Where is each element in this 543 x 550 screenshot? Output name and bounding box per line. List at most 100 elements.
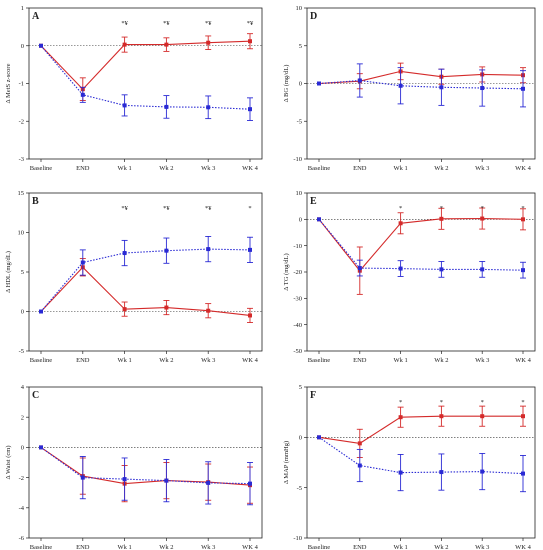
series-red [317,207,526,295]
data-point [39,309,43,314]
data-point [480,267,485,272]
y-tick-label: -50 [293,348,302,355]
data-point [122,477,127,482]
x-tick-label: Wk 2 [159,544,173,550]
x-tick-label: Wk 3 [475,165,489,172]
x-tick-label: Wk 2 [434,544,448,550]
data-point [248,313,252,318]
y-axis-label: Δ BG (mg/dL) [283,65,290,103]
data-point [317,81,321,86]
x-tick-label: Wk 1 [393,544,407,550]
data-point [80,260,85,265]
series-line [318,415,523,444]
significance-marker: * [399,399,402,406]
y-tick-label: -5 [297,118,302,125]
data-point [164,248,169,253]
x-tick-label: Wk 1 [117,165,131,172]
significance-marker: * [481,205,484,212]
x-tick-label: END [353,544,367,550]
data-point [39,43,43,48]
y-tick-label: -1 [19,81,24,88]
data-point [480,469,485,474]
x-tick-label: Wk 1 [393,165,407,172]
data-point [122,42,127,47]
x-tick-label: Wk 2 [434,165,448,172]
panel-e: E -50 -40 -30 -20 -10 0 10 Δ TG (mg/dL) Baseline E… [283,190,536,364]
y-tick-label: -2 [19,475,24,482]
series-red [317,405,526,458]
x-tick-label: Baseline [30,165,52,172]
x-tick-label: Baseline [308,357,330,364]
series-blue [317,435,526,493]
significance-marker: *¥ [121,20,128,27]
x-tick-label: END [353,165,367,172]
data-point [206,247,211,252]
series-red [39,258,253,324]
x-tick-label: Wk 1 [117,544,131,550]
y-tick-label: 2 [21,414,24,421]
x-tick-label: Wk 3 [475,357,489,364]
data-point [164,104,169,109]
data-point [521,217,525,222]
panel-letter: B [32,196,39,207]
y-tick-label: -5 [297,485,302,492]
data-point [206,40,211,45]
data-point [521,86,525,91]
y-tick-label: -20 [293,269,302,276]
x-tick-label: Wk 1 [393,357,407,364]
data-point [439,470,444,475]
x-tick-label: END [353,357,367,364]
y-tick-label: 0 [21,445,24,452]
data-point [122,251,127,256]
y-tick-label: -10 [293,535,302,542]
data-point [398,221,403,226]
data-point [521,471,525,476]
panel-f: F -10 -5 0 5 Δ MAP (mmHg) Baseline END Wk 1 Wk 2 W… [283,384,536,550]
significance-marker: * [248,205,251,212]
significance-marker: * [399,205,402,212]
x-tick-label: WK 4 [242,544,258,550]
x-tick-label: END [76,165,90,172]
y-tick-label: 0 [21,43,24,50]
y-tick-label: -10 [293,156,302,163]
data-point [357,463,362,468]
x-tick-label: Baseline [308,544,330,550]
panel-letter: A [32,11,40,22]
plot-frame [306,386,536,539]
data-point [357,78,362,83]
series-blue [317,63,526,108]
y-tick-label: 10 [18,230,25,237]
panel-b: B -5 0 5 10 15 Δ HDL (mg/dL) Baseline END Wk 1 Wk … [5,190,263,364]
data-point [164,42,169,47]
panel-c: C -6 -4 -2 0 2 4 Δ Waist (cm) Baseline END Wk 1 Wk … [5,384,263,550]
data-point [480,216,485,221]
data-point [357,441,362,446]
data-point [317,217,321,222]
data-point [164,478,169,483]
x-tick-label: Baseline [30,544,52,550]
x-tick-label: END [76,357,90,364]
y-tick-label: 5 [21,269,24,276]
series-line [318,79,524,90]
significance-marker: * [440,399,443,406]
x-tick-label: Wk 2 [434,357,448,364]
x-tick-label: Wk 3 [201,357,215,364]
data-point [122,103,127,108]
significance-marker: *¥ [163,205,170,212]
data-point [398,470,403,475]
y-axis-label: Δ TG (mg/dL) [283,253,290,290]
x-tick-label: Wk 2 [159,165,173,172]
plot-frame [28,386,263,539]
y-tick-label: -2 [19,118,24,125]
data-point [357,266,362,271]
y-tick-label: -5 [19,348,24,355]
plot-frame [28,7,263,160]
data-point [521,414,525,419]
y-tick-label: 1 [21,5,24,12]
x-tick-label: WK 4 [242,165,258,172]
series-line [318,70,524,85]
series-red [317,62,526,90]
x-tick-label: Wk 2 [159,357,173,364]
